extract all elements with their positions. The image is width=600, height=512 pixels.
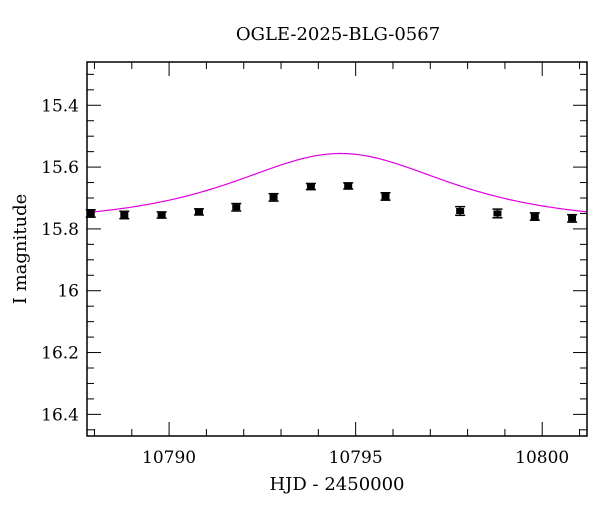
data-points-layer [85, 182, 578, 223]
y-tick-label: 16 [57, 282, 79, 302]
tick-labels: 10790 10795 10800 15.4 15.6 15.8 16 16.2 16.4 [41, 96, 569, 468]
y-tick-label: 15.6 [41, 158, 79, 178]
y-tick-label: 15.4 [41, 96, 79, 116]
x-tick-label: 10800 [515, 448, 569, 468]
data-point [269, 194, 278, 201]
data-point [381, 193, 390, 200]
data-point [86, 210, 95, 217]
y-axis-label: I magnitude [10, 194, 31, 305]
data-point [157, 212, 166, 218]
y-tick-label: 16.4 [41, 405, 79, 425]
data-point [344, 182, 353, 189]
model-curve [86, 152, 588, 214]
data-point [306, 183, 315, 190]
chart-title: OGLE-2025-BLG-0567 [236, 24, 440, 45]
x-axis-label: HJD - 2450000 [269, 474, 404, 495]
y-tick-label: 16.2 [41, 344, 79, 364]
model-curve-layer [86, 152, 588, 214]
data-point [568, 215, 577, 222]
x-tick-label: 10795 [329, 448, 383, 468]
data-point [120, 212, 129, 218]
axis-ticks [87, 62, 587, 436]
data-point [456, 207, 465, 214]
plot-frame [86, 61, 588, 437]
x-tick-label: 10790 [142, 448, 196, 468]
data-point [194, 208, 203, 215]
data-point [530, 213, 539, 220]
data-point [493, 210, 502, 217]
y-tick-label: 15.8 [41, 220, 79, 240]
data-point [232, 204, 241, 211]
